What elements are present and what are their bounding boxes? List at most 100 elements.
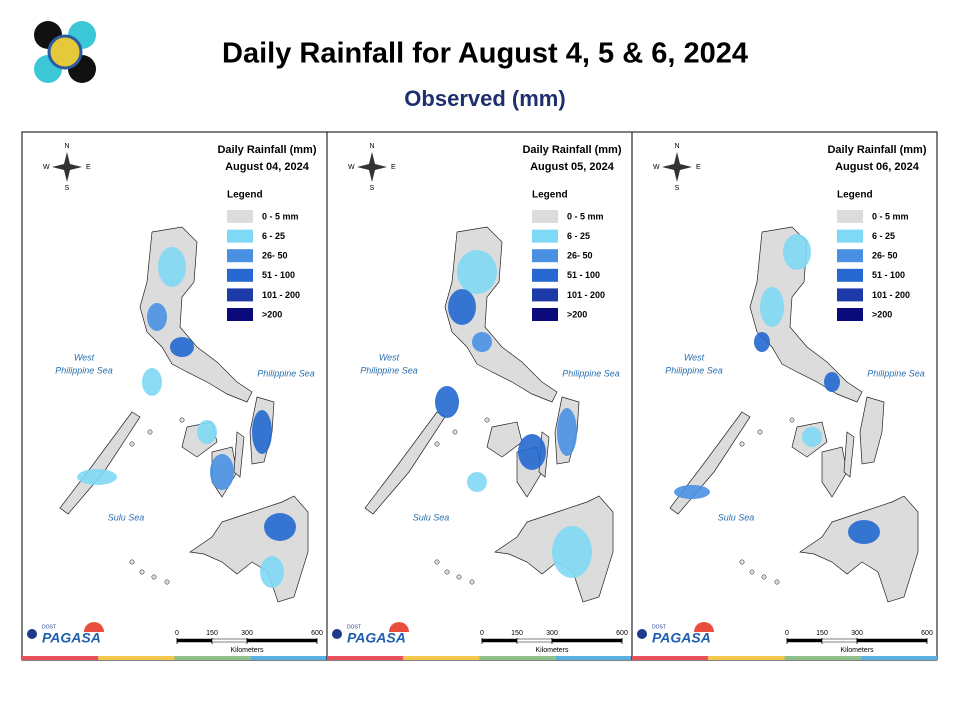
islet: [484, 417, 490, 423]
scale-label: 300: [241, 630, 253, 637]
rainfall-area: [448, 289, 476, 325]
compass-e: E: [696, 164, 701, 171]
sea-label: West: [74, 352, 95, 362]
agency-icon: [27, 629, 37, 639]
compass-e: E: [391, 164, 396, 171]
scale-label: 600: [616, 630, 628, 637]
island-panay: [486, 421, 523, 458]
legend-swatch: [837, 229, 863, 243]
title: Daily Rainfall for August 4, 5 & 6, 2024: [222, 38, 748, 70]
rainfall-area: [252, 410, 272, 454]
map-panel: N S E W Daily Rainfall (mm) August 05, 2024 Le…: [326, 131, 633, 661]
rainfall-area: [824, 372, 840, 392]
scale-segment: [516, 638, 553, 643]
agency-parent: DOST: [347, 624, 361, 630]
sea-label: Philippine Sea: [55, 365, 113, 375]
map-panel: N S E W Daily Rainfall (mm) August 04, 2024 Le…: [21, 131, 328, 661]
compass-rose: [357, 152, 387, 182]
compass-w: W: [348, 164, 355, 171]
scale-segment: [481, 638, 518, 643]
compass-rose: [52, 152, 82, 182]
color-strip: [22, 656, 99, 660]
color-strip: [555, 656, 632, 660]
rainfall-area: [754, 332, 770, 352]
islet: [452, 429, 458, 435]
legend-swatch: [227, 288, 253, 302]
map-date: August 05, 2024: [530, 161, 615, 173]
legend-swatch: [837, 268, 863, 282]
compass: N S E W: [43, 143, 91, 192]
color-strip: [403, 656, 480, 660]
legend-label: 26- 50: [567, 251, 593, 261]
rainfall-area: [147, 303, 167, 331]
legend-swatch: [532, 288, 558, 302]
legend-swatch: [532, 308, 558, 321]
legend-label: 26- 50: [262, 251, 288, 261]
scale-label: 0: [480, 630, 484, 637]
compass-w: W: [43, 164, 50, 171]
rainfall-area: [472, 332, 492, 352]
islet: [434, 441, 440, 447]
compass-w: W: [653, 164, 660, 171]
legend-label: 0 - 5 mm: [872, 211, 909, 221]
rainfall-area: [77, 469, 117, 485]
island-negros: [821, 446, 848, 498]
rainfall-area: [802, 427, 822, 447]
legend-label: 101 - 200: [262, 290, 300, 300]
legend-label: 6 - 25: [567, 231, 590, 241]
legend-label: 6 - 25: [872, 231, 895, 241]
islet: [739, 441, 745, 447]
legend-label: 6 - 25: [262, 231, 285, 241]
island-palawan: [59, 411, 141, 515]
islet: [139, 569, 145, 575]
islet: [129, 559, 135, 565]
legend-label: 51 - 100: [872, 270, 905, 280]
islet: [761, 574, 767, 580]
rainfall-area: [142, 368, 162, 396]
color-strip: [784, 656, 861, 660]
islet: [179, 417, 185, 423]
islet: [147, 429, 153, 435]
island-mindanao: [799, 495, 919, 603]
color-strip: [250, 656, 327, 660]
legend-label: 26- 50: [872, 251, 898, 261]
compass-n: N: [369, 143, 374, 150]
agency-icon: [332, 629, 342, 639]
sea-label: Sulu Sea: [413, 512, 450, 522]
islet: [456, 574, 462, 580]
islet: [469, 579, 475, 585]
agency-name: PAGASA: [652, 630, 711, 646]
compass-n: N: [674, 143, 679, 150]
sea-label: West: [379, 352, 400, 362]
agency-parent: DOST: [652, 624, 666, 630]
agency-parent: DOST: [42, 624, 56, 630]
legend-swatch: [227, 249, 253, 263]
map-heading: Daily Rainfall (mm): [522, 144, 621, 156]
rainfall-area: [264, 513, 296, 541]
agency-name: PAGASA: [347, 630, 406, 646]
legend-swatch: [837, 308, 863, 321]
color-strip: [708, 656, 785, 660]
rainfall-area: [210, 454, 234, 490]
legend-label: >200: [262, 309, 282, 319]
sea-label: West: [684, 352, 705, 362]
subtitle: Observed (mm): [404, 86, 565, 111]
scale-label: 300: [851, 630, 863, 637]
legend-label: 0 - 5 mm: [567, 211, 604, 221]
legend-swatch: [227, 229, 253, 243]
agency-umbrella: [84, 622, 104, 632]
islet: [749, 569, 755, 575]
legend-label: >200: [567, 309, 587, 319]
legend-label: 101 - 200: [872, 290, 910, 300]
color-strip: [479, 656, 556, 660]
scale-unit: Kilometers: [535, 647, 569, 654]
rainfall-area: [457, 250, 497, 294]
legend-label: >200: [872, 309, 892, 319]
scale-segment: [821, 638, 858, 643]
color-strip: [327, 656, 404, 660]
legend-swatch: [837, 288, 863, 302]
map-heading: Daily Rainfall (mm): [827, 144, 926, 156]
compass-s: S: [370, 185, 375, 192]
rainfall-area: [260, 556, 284, 588]
sea-label: Philippine Sea: [665, 365, 723, 375]
